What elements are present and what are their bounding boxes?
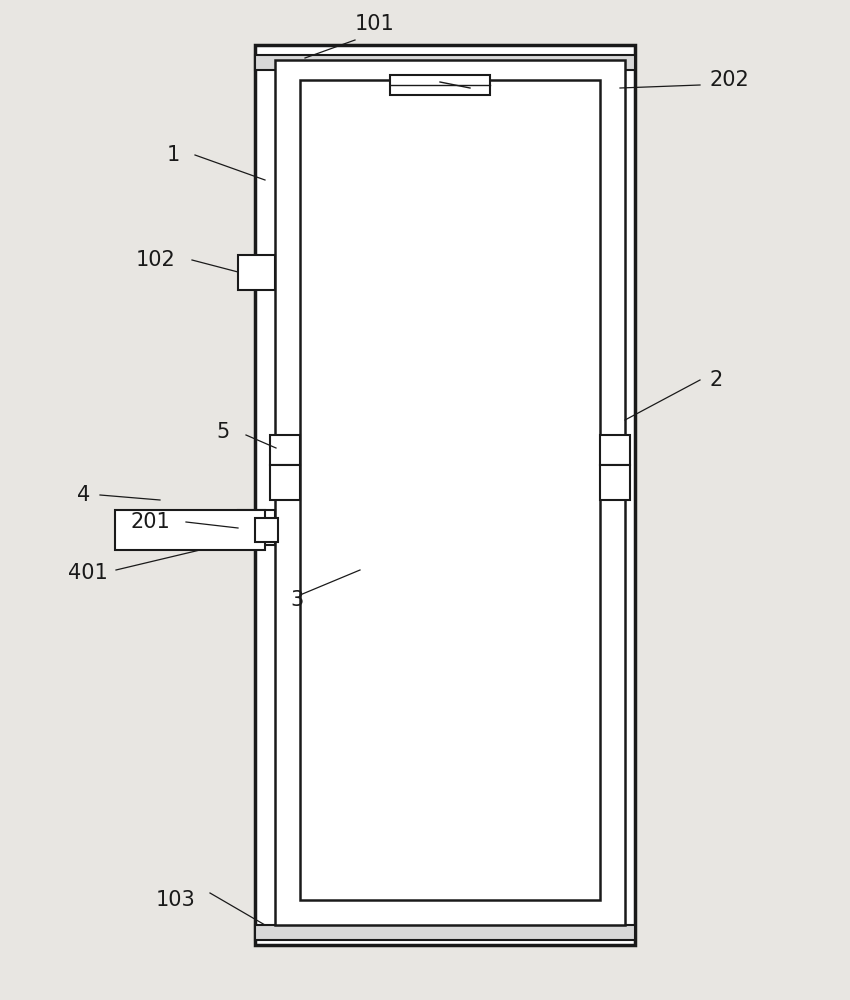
Text: 201: 201 bbox=[130, 512, 170, 532]
Text: 101: 101 bbox=[355, 14, 394, 34]
Bar bbox=[600, 435, 630, 465]
Bar bbox=[390, 75, 490, 95]
Bar bbox=[238, 510, 275, 545]
Text: 1: 1 bbox=[167, 145, 180, 165]
Text: 103: 103 bbox=[156, 890, 195, 910]
Text: 401: 401 bbox=[68, 563, 108, 583]
Bar bbox=[275, 60, 625, 925]
Text: 5: 5 bbox=[217, 422, 230, 442]
Bar bbox=[300, 80, 600, 900]
Bar bbox=[255, 55, 635, 70]
Bar bbox=[270, 435, 300, 465]
Bar bbox=[255, 45, 635, 945]
Bar bbox=[115, 510, 265, 550]
Bar bbox=[255, 925, 635, 940]
Text: 4: 4 bbox=[76, 485, 90, 505]
Text: 3: 3 bbox=[290, 590, 303, 610]
Bar bbox=[238, 255, 275, 290]
Bar bbox=[255, 518, 278, 542]
Text: 2: 2 bbox=[710, 370, 723, 390]
Bar bbox=[600, 465, 630, 500]
Bar bbox=[270, 465, 300, 500]
Text: 102: 102 bbox=[135, 250, 175, 270]
Text: 202: 202 bbox=[710, 70, 750, 90]
